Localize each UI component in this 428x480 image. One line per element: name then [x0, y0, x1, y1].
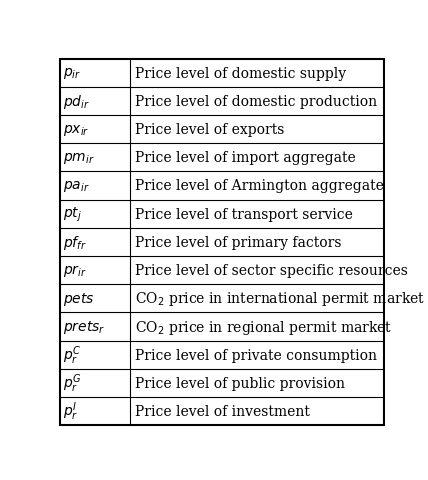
- Text: Price level of sector specific resources: Price level of sector specific resources: [135, 264, 407, 277]
- Text: Price level of investment: Price level of investment: [135, 404, 309, 418]
- Text: $\mathit{px}_{\mathit{ir}}$: $\mathit{px}_{\mathit{ir}}$: [63, 122, 90, 137]
- Text: $\mathit{pf}_{\mathit{fr}}$: $\mathit{pf}_{\mathit{fr}}$: [63, 233, 87, 252]
- Text: Price level of Armington aggregate: Price level of Armington aggregate: [135, 179, 383, 193]
- Text: Price level of private consumption: Price level of private consumption: [135, 348, 377, 362]
- Text: Price level of exports: Price level of exports: [135, 123, 284, 137]
- Text: $\mathit{pd}_{\mathit{ir}}$: $\mathit{pd}_{\mathit{ir}}$: [63, 93, 90, 111]
- Text: CO$_2$ price in international permit market: CO$_2$ price in international permit mar…: [135, 290, 425, 308]
- Text: Price level of transport service: Price level of transport service: [135, 207, 353, 221]
- Text: Price level of primary factors: Price level of primary factors: [135, 235, 341, 250]
- Text: $\mathit{prets}_{\mathit{r}}$: $\mathit{prets}_{\mathit{r}}$: [63, 318, 106, 336]
- Text: $\mathit{pm}_{\mathit{ir}}$: $\mathit{pm}_{\mathit{ir}}$: [63, 150, 95, 166]
- Text: $\mathit{p}^{\mathit{I}}_{\mathit{r}}$: $\mathit{p}^{\mathit{I}}_{\mathit{r}}$: [63, 400, 79, 422]
- Text: $\mathit{pt}_{\mathit{j}}$: $\mathit{pt}_{\mathit{j}}$: [63, 205, 83, 223]
- Text: CO$_2$ price in regional permit market: CO$_2$ price in regional permit market: [135, 318, 392, 336]
- Text: $\mathit{pets}$: $\mathit{pets}$: [63, 290, 95, 307]
- Text: $\mathit{p}^{\mathit{C}}_{\mathit{r}}$: $\mathit{p}^{\mathit{C}}_{\mathit{r}}$: [63, 344, 82, 366]
- Text: Price level of domestic supply: Price level of domestic supply: [135, 67, 346, 81]
- Text: $\mathit{p}_{\mathit{ir}}$: $\mathit{p}_{\mathit{ir}}$: [63, 66, 81, 81]
- Text: $\mathit{pr}_{\mathit{ir}}$: $\mathit{pr}_{\mathit{ir}}$: [63, 263, 87, 278]
- Text: Price level of domestic production: Price level of domestic production: [135, 95, 377, 108]
- Text: Price level of public provision: Price level of public provision: [135, 376, 345, 390]
- Text: $\mathit{pa}_{\mathit{ir}}$: $\mathit{pa}_{\mathit{ir}}$: [63, 179, 90, 193]
- Text: $\mathit{p}^{\mathit{G}}_{\mathit{r}}$: $\mathit{p}^{\mathit{G}}_{\mathit{r}}$: [63, 372, 82, 395]
- Text: Price level of import aggregate: Price level of import aggregate: [135, 151, 355, 165]
